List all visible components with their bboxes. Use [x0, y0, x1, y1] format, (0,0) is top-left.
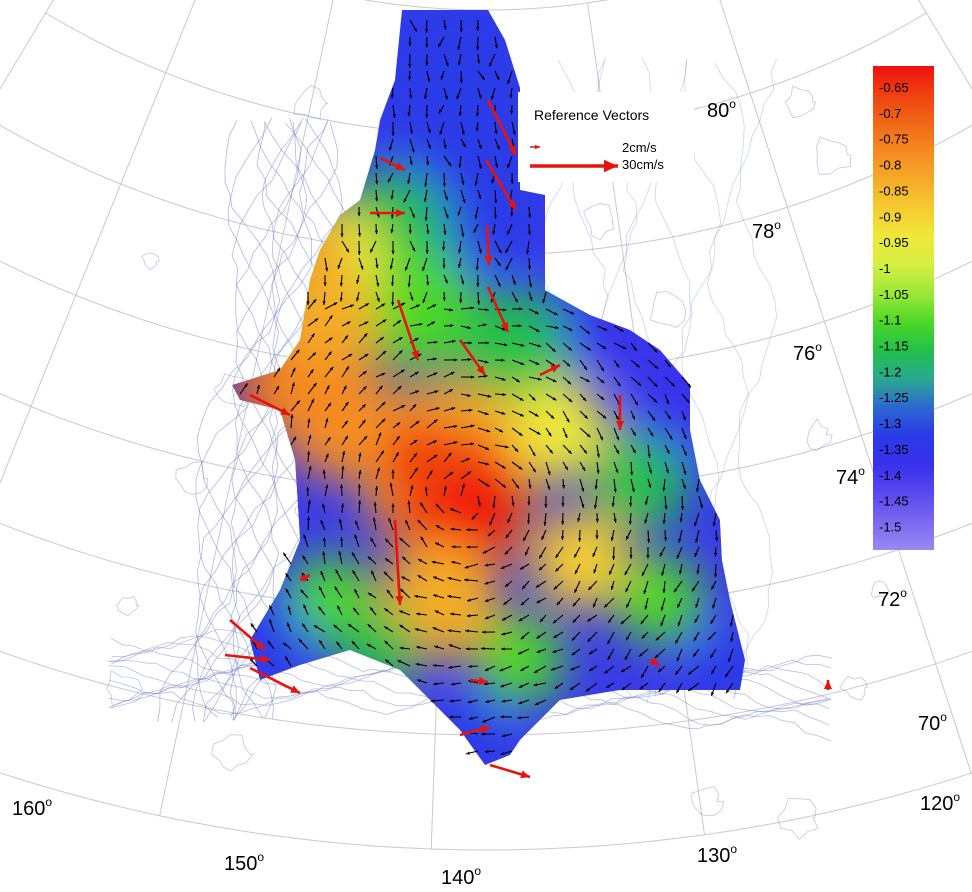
colorbar-tick-label: -1.45	[879, 494, 909, 509]
lat-label-78: 78o	[752, 218, 781, 243]
colorbar-tick-label: -0.75	[879, 132, 909, 147]
legend-title: Reference Vectors	[534, 107, 649, 123]
lat-label-80: 80o	[707, 97, 736, 122]
strong-current-vectors	[224, 99, 833, 779]
colorbar-tick-label: -0.85	[879, 183, 909, 198]
legend-label-2cms: 2cm/s	[622, 140, 657, 155]
longitude-labels: 160o 150o 140o 130o 120o	[12, 790, 960, 889]
lon-label-120: 120o	[920, 790, 960, 815]
lat-label-72: 72o	[878, 586, 907, 611]
colorbar: -0.65 -0.7 -0.75 -0.8 -0.85 -0.9 -0.95 -1 -1.05 -…	[873, 66, 934, 550]
colorbar-tick-label: -1.35	[879, 442, 909, 457]
colorbar-tick-label: -1.2	[879, 364, 901, 379]
colorbar-tick-label: -1.25	[879, 390, 909, 405]
colorbar-tick-label: -1.5	[879, 520, 901, 535]
lon-label-130: 130o	[697, 842, 737, 867]
colorbar-scale	[873, 66, 934, 550]
lat-label-74: 74o	[836, 464, 865, 489]
latitude-labels: 80o 78o 76o 74o 72o 70o	[707, 97, 947, 735]
colorbar-tick-label: -1.1	[879, 313, 901, 328]
legend-arrow-30cms	[530, 159, 618, 173]
colorbar-tick-label: -0.95	[879, 235, 909, 250]
lat-label-70: 70o	[918, 710, 947, 735]
lon-label-140: 140o	[441, 864, 481, 889]
colorbar-tick-label: -0.65	[879, 80, 909, 95]
colorbar-tick-labels: -0.65 -0.7 -0.75 -0.8 -0.85 -0.9 -0.95 -1 -1.05 -…	[879, 80, 909, 535]
colorbar-tick-label: -1.4	[879, 468, 901, 483]
colorbar-tick-label: -0.8	[879, 158, 901, 173]
colorbar-tick-label: -0.9	[879, 209, 901, 224]
reference-vectors-legend: Reference Vectors 2cm/s 30cm/s	[518, 92, 694, 182]
colorbar-tick-label: -1.05	[879, 287, 909, 302]
legend-label-30cms: 30cm/s	[622, 157, 664, 172]
temperature-field	[232, 10, 745, 765]
lat-label-76: 76o	[793, 340, 822, 365]
lon-label-150: 150o	[224, 850, 264, 875]
legend-arrow-2cms	[530, 144, 540, 150]
colorbar-tick-label: -0.7	[879, 106, 901, 121]
lon-label-160: 160o	[12, 795, 52, 820]
colorbar-tick-label: -1.3	[879, 416, 901, 431]
current-vectors	[239, 19, 734, 756]
colorbar-tick-label: -1	[879, 261, 891, 276]
colorbar-tick-label: -1.15	[879, 339, 909, 354]
